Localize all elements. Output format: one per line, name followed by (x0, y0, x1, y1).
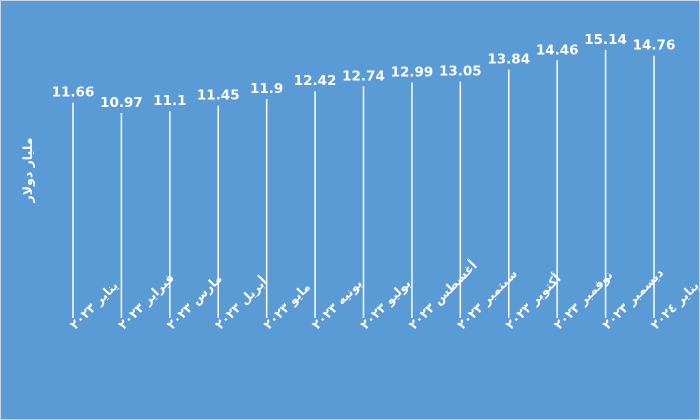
data-label: 11.1 (153, 93, 186, 109)
data-label: 11.9 (250, 81, 283, 97)
y-axis-label: مليار دولار (20, 138, 35, 204)
data-label: 14.46 (536, 42, 579, 58)
data-label: 12.74 (342, 68, 385, 84)
data-label: 11.66 (52, 85, 95, 101)
data-label: 11.45 (197, 88, 240, 104)
data-label: 13.05 (439, 64, 482, 80)
data-label: 12.99 (391, 64, 434, 80)
data-label: 14.76 (633, 38, 676, 54)
data-label: 10.97 (100, 95, 143, 111)
data-label: 12.42 (294, 73, 337, 89)
data-label: 15.14 (584, 32, 627, 48)
data-label: 13.84 (487, 52, 530, 68)
